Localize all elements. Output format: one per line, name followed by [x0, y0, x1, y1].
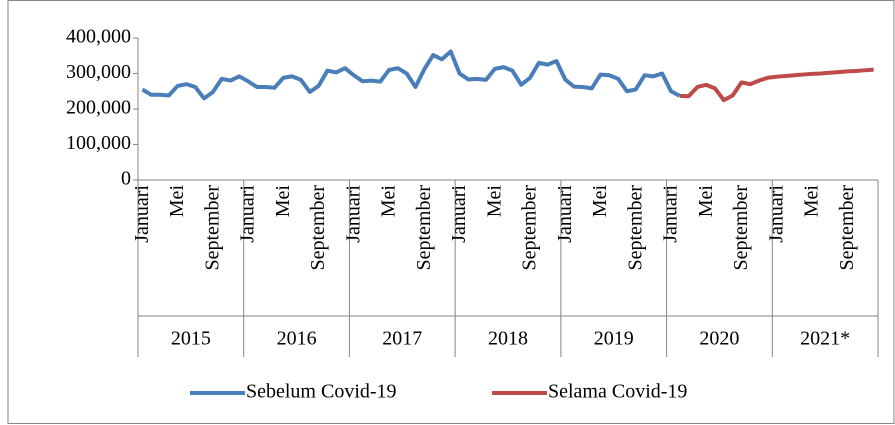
y-tick-label: 0: [121, 168, 131, 190]
x-tick-label: September: [307, 185, 329, 271]
x-tick-label: September: [836, 185, 858, 271]
x-tick-label: Januari: [554, 185, 576, 243]
year-label: 2015: [171, 328, 211, 350]
x-tick-label: Mei: [801, 185, 823, 218]
x-tick-label: Januari: [342, 185, 364, 243]
legend-label: Selama Covid-19: [548, 381, 687, 403]
year-label: 2017: [382, 328, 422, 350]
y-tick-label: 100,000: [66, 132, 131, 154]
x-tick-label: September: [519, 185, 541, 271]
x-tick-label: Januari: [448, 185, 470, 243]
x-tick-label: Mei: [166, 185, 188, 218]
x-tick-label: Januari: [765, 185, 787, 243]
x-tick-label: Januari: [237, 185, 259, 243]
chart-frame: [7, 0, 895, 424]
x-tick-label: Mei: [483, 185, 505, 218]
x-tick-label: Mei: [589, 185, 611, 218]
x-tick-label: September: [730, 185, 752, 271]
year-label: 2020: [699, 328, 739, 350]
x-tick-label: Januari: [660, 185, 682, 243]
x-tick-label: September: [624, 185, 646, 271]
series-line: [679, 67, 874, 103]
y-tick-label: 400,000: [66, 26, 131, 48]
x-tick-label: Mei: [695, 185, 717, 218]
x-tick-label: September: [201, 185, 223, 271]
year-label: 2019: [594, 328, 634, 350]
year-label: 2016: [277, 328, 317, 350]
year-label: 2018: [488, 328, 528, 350]
year-label: 2021*: [800, 328, 850, 350]
x-tick-label: Mei: [272, 185, 294, 218]
y-tick-label: 200,000: [66, 97, 131, 119]
y-tick-label: 300,000: [66, 61, 131, 83]
x-tick-label: Mei: [378, 185, 400, 218]
x-tick-label: September: [413, 185, 435, 271]
legend-label: Sebelum Covid-19: [246, 381, 397, 403]
x-tick-label: Januari: [131, 185, 153, 243]
series-line: [141, 49, 681, 101]
